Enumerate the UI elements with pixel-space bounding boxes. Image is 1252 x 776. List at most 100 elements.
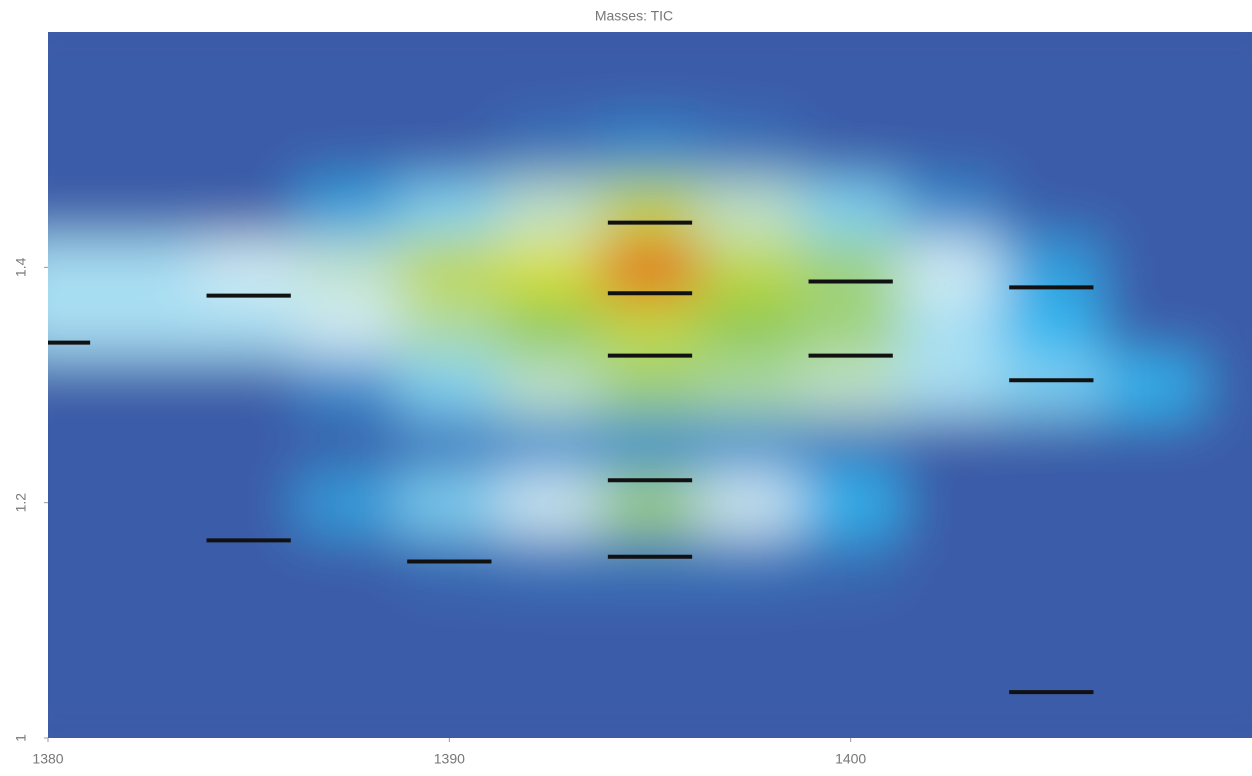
- heat-cell: [97, 354, 200, 416]
- heat-cell: [297, 32, 401, 63]
- heat-cell: [498, 472, 601, 534]
- heat-cell: [398, 119, 501, 181]
- heat-cell: [799, 119, 902, 181]
- heat-cell: [48, 236, 100, 298]
- heat-cell: [498, 119, 601, 181]
- heat-cell: [297, 295, 401, 357]
- heat-cell: [1000, 413, 1103, 475]
- heat-cell: [297, 60, 401, 122]
- heat-cell: [297, 236, 401, 298]
- heat-cell: [899, 295, 1003, 357]
- heat-cell: [498, 32, 601, 63]
- heat-cell: [1000, 119, 1103, 181]
- heat-cell: [1000, 295, 1103, 357]
- heat-cell: [498, 295, 601, 357]
- heat-cell: [97, 32, 200, 63]
- heat-cell: [398, 472, 501, 534]
- heat-cell: [48, 295, 100, 357]
- heat-cell: [97, 178, 200, 239]
- heat-cell: [1000, 531, 1103, 592]
- heat-cell: [297, 472, 401, 534]
- heat-cell: [48, 119, 100, 181]
- heat-cell: [1200, 295, 1252, 357]
- heat-cell: [197, 354, 300, 416]
- heat-cell: [498, 707, 601, 738]
- heat-cell: [699, 119, 802, 181]
- heat-cell: [498, 648, 601, 710]
- heat-cell: [699, 589, 802, 651]
- heat-cell: [398, 413, 501, 475]
- x-tick-label: 1390: [434, 751, 465, 767]
- heat-cell: [699, 707, 802, 738]
- heat-cell: [1100, 531, 1203, 592]
- heat-cell: [799, 531, 902, 592]
- heat-cell: [1200, 413, 1252, 475]
- heat-cell: [48, 648, 100, 710]
- heat-cell: [48, 589, 100, 651]
- heat-cell: [498, 178, 601, 239]
- heat-cell: [799, 707, 902, 738]
- y-tick-label: 1.4: [13, 257, 29, 277]
- heat-cell: [48, 472, 100, 534]
- heat-cell: [1000, 589, 1103, 651]
- heat-cell: [398, 295, 501, 357]
- heat-cell: [498, 236, 601, 298]
- heat-cell: [1200, 354, 1252, 416]
- heat-cell: [598, 472, 702, 534]
- heat-cell: [699, 413, 802, 475]
- heat-cell: [1100, 178, 1203, 239]
- heat-cell: [48, 32, 100, 63]
- heat-cell: [1200, 60, 1252, 122]
- heat-cell: [197, 60, 300, 122]
- heat-cell: [97, 236, 200, 298]
- heat-cell: [598, 295, 702, 357]
- heat-cell: [799, 354, 902, 416]
- heat-cell: [699, 178, 802, 239]
- heat-cell: [97, 295, 200, 357]
- heat-cell: [598, 531, 702, 592]
- heat-cell: [197, 472, 300, 534]
- heat-cell: [197, 178, 300, 239]
- heat-cell: [799, 32, 902, 63]
- heat-cell: [1100, 354, 1203, 416]
- chart-title: Masses: TIC: [595, 8, 673, 24]
- heat-cell: [699, 236, 802, 298]
- heat-cell: [48, 178, 100, 239]
- heat-cell: [1200, 236, 1252, 298]
- heat-cell: [398, 178, 501, 239]
- heat-cell: [1100, 589, 1203, 651]
- heat-cell: [598, 589, 702, 651]
- heat-cell: [799, 413, 902, 475]
- heat-cell: [398, 32, 501, 63]
- heat-cell: [297, 589, 401, 651]
- heat-cell: [598, 413, 702, 475]
- heat-cell: [498, 531, 601, 592]
- heat-cell: [398, 648, 501, 710]
- x-tick-label: 1400: [835, 751, 866, 767]
- heat-cell: [1100, 119, 1203, 181]
- heat-cell: [1200, 32, 1252, 63]
- heat-cell: [297, 648, 401, 710]
- heat-cell: [598, 32, 702, 63]
- heat-cell: [97, 413, 200, 475]
- heat-cell: [97, 472, 200, 534]
- heat-cell: [899, 413, 1003, 475]
- heat-cell: [297, 354, 401, 416]
- heat-cell: [1000, 354, 1103, 416]
- heat-cell: [297, 119, 401, 181]
- heat-cell: [699, 354, 802, 416]
- heat-cell: [48, 354, 100, 416]
- heat-cell: [1200, 472, 1252, 534]
- heat-cell: [1200, 178, 1252, 239]
- x-tick-label: 1380: [32, 751, 63, 767]
- heat-cell: [398, 236, 501, 298]
- heat-cell: [899, 648, 1003, 710]
- heat-cell: [197, 236, 300, 298]
- heat-cell: [97, 648, 200, 710]
- heat-cell: [699, 648, 802, 710]
- heat-cell: [97, 589, 200, 651]
- heat-cell: [1100, 648, 1203, 710]
- heat-cell: [398, 354, 501, 416]
- heat-cell: [899, 354, 1003, 416]
